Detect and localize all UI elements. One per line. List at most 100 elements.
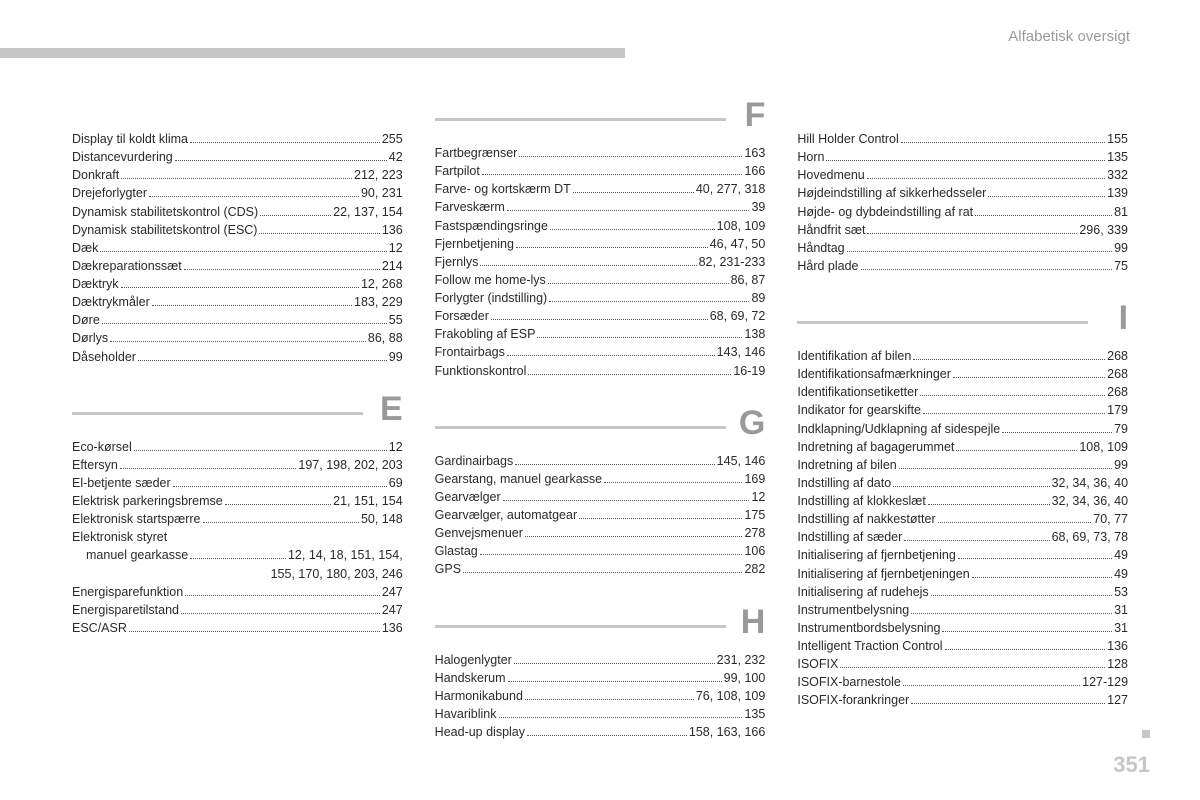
index-entry-label: Instrumentbelysning — [797, 601, 909, 619]
index-entry-pages: 12, 14, 18, 151, 154, — [288, 546, 403, 564]
index-entry: Intelligent Traction Control136 — [797, 637, 1128, 655]
leader-dots — [121, 178, 352, 179]
index-entry-pages: 68, 69, 73, 78 — [1052, 528, 1128, 546]
index-entry-pages: 296, 339 — [1079, 221, 1128, 239]
index-entry: Frakobling af ESP138 — [435, 325, 766, 343]
leader-dots — [120, 468, 297, 469]
leader-dots — [129, 631, 380, 632]
leader-dots — [928, 504, 1050, 505]
leader-dots — [911, 613, 1112, 614]
leader-dots — [840, 667, 1105, 668]
section-letter: F — [745, 98, 766, 132]
index-entry: Distancevurdering42 — [72, 148, 403, 166]
index-entry: Højde- og dybdeindstilling af rat81 — [797, 203, 1128, 221]
index-entry-label: Dæktryk — [72, 275, 119, 293]
index-entry-label: ISOFIX-forankringer — [797, 691, 909, 709]
index-entry: Forsæder68, 69, 72 — [435, 307, 766, 325]
index-entry: Fjernbetjening46, 47, 50 — [435, 235, 766, 253]
index-entry: Dæktrykmåler183, 229 — [72, 293, 403, 311]
index-entry: Fjernlys82, 231-233 — [435, 253, 766, 271]
index-entry: Instrumentbelysning31 — [797, 601, 1128, 619]
index-entry-pages: 247 — [382, 601, 403, 619]
index-entry: Dåseholder99 — [72, 348, 403, 366]
index-entry-pages: 163 — [744, 144, 765, 162]
index-entry: Havariblink135 — [435, 705, 766, 723]
index-entry-label: Halogenlygter — [435, 651, 512, 669]
section-letter: E — [380, 392, 403, 426]
index-column: Hill Holder Control155Horn135Hovedmenu33… — [797, 90, 1128, 741]
index-entry: Genvejsmenuer278 — [435, 524, 766, 542]
leader-dots — [508, 681, 722, 682]
leader-dots — [482, 174, 743, 175]
spacer — [797, 275, 1128, 293]
index-entry-label: Hovedmenu — [797, 166, 864, 184]
index-entry-label: Døre — [72, 311, 100, 329]
index-entry: Harmonikabund76, 108, 109 — [435, 687, 766, 705]
index-entry: El-betjente sæder69 — [72, 474, 403, 492]
index-entry: Initialisering af rudehejs53 — [797, 583, 1128, 601]
index-entry-label: manuel gearkasse — [72, 546, 188, 564]
index-entry-label: Initialisering af fjernbetjeningen — [797, 565, 969, 583]
index-entry-label: Gearvælger, automatgear — [435, 506, 577, 524]
leader-dots — [847, 251, 1113, 252]
index-entry-label: Højdeindstilling af sikkerhedsseler — [797, 184, 986, 202]
leader-dots — [525, 699, 694, 700]
index-entry: Fartbegrænser163 — [435, 144, 766, 162]
index-entry-pages: 136 — [1107, 637, 1128, 655]
index-entry-label: GPS — [435, 560, 461, 578]
index-entry-pages: 32, 34, 36, 40 — [1052, 492, 1128, 510]
index-entry-label: Funktionskontrol — [435, 362, 527, 380]
index-entry-pages: 22, 137, 154 — [333, 203, 403, 221]
index-entry: Head-up display158, 163, 166 — [435, 723, 766, 741]
index-entry-pages: 99, 100 — [724, 669, 766, 687]
index-entry-label: Drejeforlygter — [72, 184, 147, 202]
index-entry: GPS282 — [435, 560, 766, 578]
index-entry-pages: 49 — [1114, 565, 1128, 583]
leader-dots — [519, 156, 742, 157]
index-entry-label: Farve- og kortskærm DT — [435, 180, 571, 198]
index-entry-label: Identifikationsetiketter — [797, 383, 918, 401]
corner-marker — [1142, 730, 1150, 738]
leader-dots — [931, 595, 1112, 596]
index-entry-label: Indklapning/Udklapning af sidespejle — [797, 420, 1000, 438]
index-entry-label: El-betjente sæder — [72, 474, 171, 492]
leader-dots — [185, 595, 380, 596]
leader-dots — [527, 735, 687, 736]
leader-dots — [528, 374, 731, 375]
index-entry: Dørlys86, 88 — [72, 329, 403, 347]
index-entry-label: Indikator for gearskifte — [797, 401, 921, 419]
index-entry: Funktionskontrol16-19 — [435, 362, 766, 380]
leader-dots — [579, 518, 742, 519]
index-entry-label: Dækreparationssæt — [72, 257, 182, 275]
index-entry: Håndtag99 — [797, 239, 1128, 257]
index-entry-pages: 175 — [744, 506, 765, 524]
index-entry: Højdeindstilling af sikkerhedsseler139 — [797, 184, 1128, 202]
leader-dots — [503, 500, 750, 501]
index-entry-pages: 82, 231-233 — [699, 253, 766, 271]
index-entry-label: Distancevurdering — [72, 148, 173, 166]
index-entry-label: ESC/ASR — [72, 619, 127, 637]
leader-dots — [945, 649, 1106, 650]
leader-dots — [507, 355, 715, 356]
index-entry-label: Elektronisk styret — [72, 528, 167, 546]
leader-dots — [480, 554, 743, 555]
leader-dots — [491, 319, 708, 320]
index-entry: ISOFIX128 — [797, 655, 1128, 673]
index-entry: Indstilling af klokkeslæt32, 34, 36, 40 — [797, 492, 1128, 510]
index-entry-label: Eco-kørsel — [72, 438, 132, 456]
index-entry: Forlygter (indstilling)89 — [435, 289, 766, 307]
leader-dots — [149, 196, 359, 197]
index-entry: Elektronisk startspærre50, 148 — [72, 510, 403, 528]
index-entry: Indklapning/Udklapning af sidespejle79 — [797, 420, 1128, 438]
index-entry-label: Gearstang, manuel gearkasse — [435, 470, 602, 488]
index-entry-label: Glastag — [435, 542, 478, 560]
index-entry: Eftersyn197, 198, 202, 203 — [72, 456, 403, 474]
index-entry-pages: 158, 163, 166 — [689, 723, 765, 741]
index-entry-label: Håndtag — [797, 239, 844, 257]
section-header: I — [797, 299, 1128, 347]
index-entry-pages: 155, 170, 180, 203, 246 — [271, 565, 403, 583]
index-entry-label: Forsæder — [435, 307, 489, 325]
spacer — [435, 579, 766, 597]
index-entry-label: Farveskærm — [435, 198, 505, 216]
index-entry: Initialisering af fjernbetjeningen 49 — [797, 565, 1128, 583]
